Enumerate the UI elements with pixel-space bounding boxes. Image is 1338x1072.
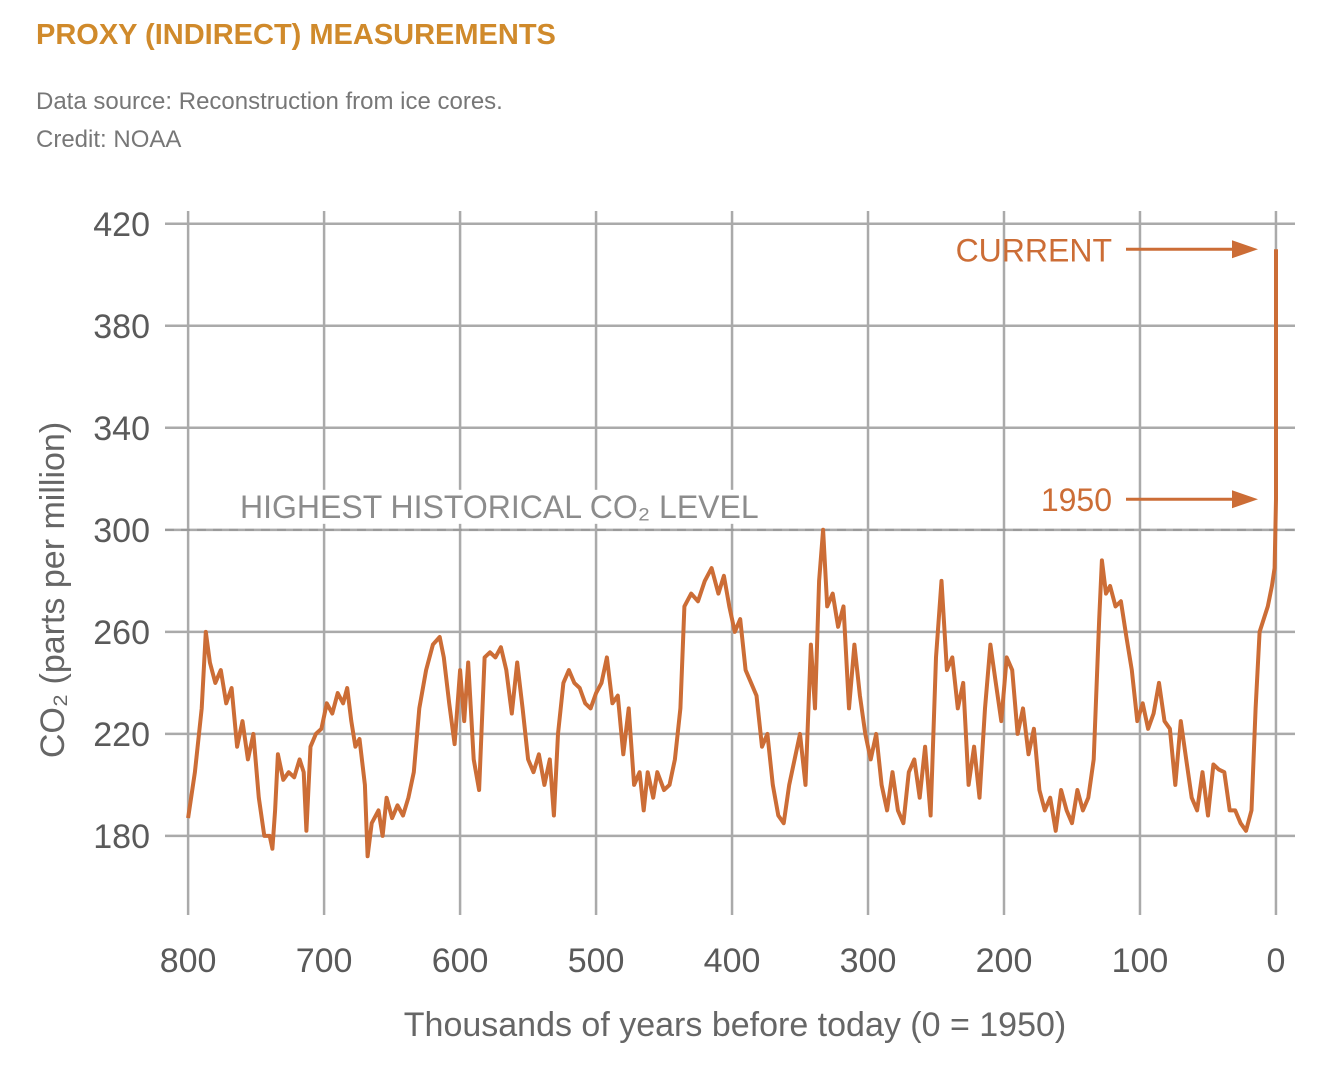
- x-tick-label: 500: [568, 942, 625, 980]
- chart-title: PROXY (INDIRECT) MEASUREMENTS: [36, 19, 556, 51]
- x-tick-label: 300: [840, 942, 897, 980]
- arrow-head: [1232, 490, 1258, 509]
- x-tick-label: 0: [1267, 942, 1286, 980]
- y-tick-label: 380: [93, 308, 150, 346]
- x-tick-label: 200: [976, 942, 1033, 980]
- x-tick-label: 600: [432, 942, 489, 980]
- x-tick-label: 800: [160, 942, 217, 980]
- ref-bg: [230, 489, 835, 524]
- x-axis-label: Thousands of years before today (0 = 195…: [404, 1006, 1066, 1044]
- x-tick-label: 700: [296, 942, 353, 980]
- y-tick-label: 420: [93, 206, 150, 244]
- y-tick-label: 300: [93, 512, 150, 550]
- x-tick-label: 400: [704, 942, 761, 980]
- y-tick-label: 220: [93, 716, 150, 754]
- data-line: [186, 249, 1278, 859]
- arrow-head: [1232, 240, 1258, 259]
- y-axis-label: CO₂ (parts per million): [34, 422, 72, 758]
- x-tick-label: 100: [1112, 942, 1169, 980]
- reference-label: HIGHEST HISTORICAL CO₂ LEVEL: [240, 489, 759, 525]
- y-tick-label: 260: [93, 614, 150, 652]
- annotation: CURRENT: [956, 232, 1112, 268]
- subtitle: Credit: NOAA: [36, 126, 181, 153]
- y-tick-label: 180: [93, 818, 150, 856]
- y-tick-label: 340: [93, 410, 150, 448]
- subtitle: Data source: Reconstruction from ice cor…: [36, 88, 503, 115]
- annotation: 1950: [1041, 482, 1112, 518]
